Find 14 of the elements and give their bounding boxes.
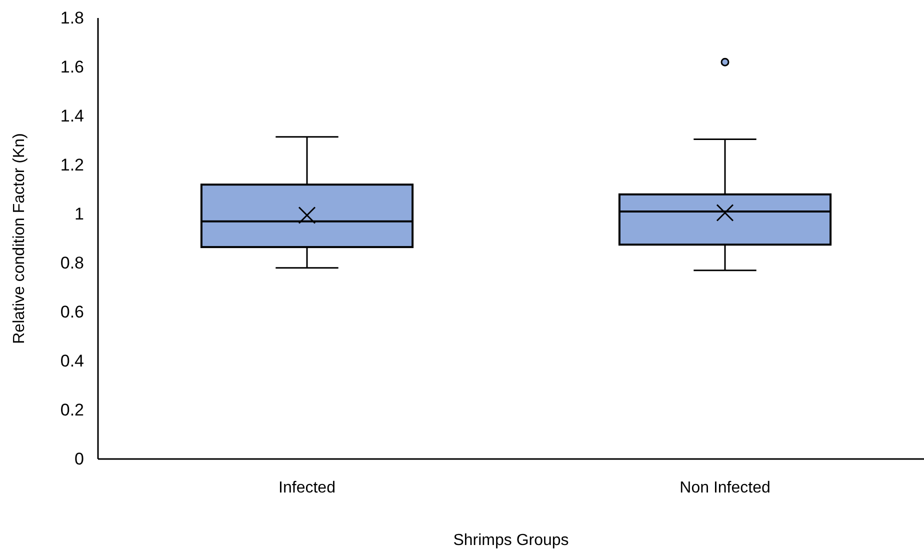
x-tick-label: Infected bbox=[278, 479, 336, 496]
y-tick-label: 0.4 bbox=[60, 351, 84, 370]
x-tick-label: Non Infected bbox=[680, 479, 770, 496]
y-tick-label: 1 bbox=[74, 204, 84, 224]
y-tick-label: 1.2 bbox=[60, 155, 84, 174]
y-tick-label: 0 bbox=[74, 449, 84, 468]
y-axis-title: Relative condition Factor (Kn) bbox=[11, 133, 28, 344]
y-tick-label: 1.4 bbox=[60, 106, 84, 126]
x-axis-title: Shrimps Groups bbox=[453, 532, 569, 549]
y-tick-label: 1.8 bbox=[60, 8, 84, 28]
y-tick-label: 1.6 bbox=[60, 57, 84, 76]
y-tick-label: 0.8 bbox=[60, 253, 84, 272]
y-tick-label: 0.2 bbox=[60, 400, 84, 420]
y-tick-label: 0.6 bbox=[60, 302, 84, 322]
